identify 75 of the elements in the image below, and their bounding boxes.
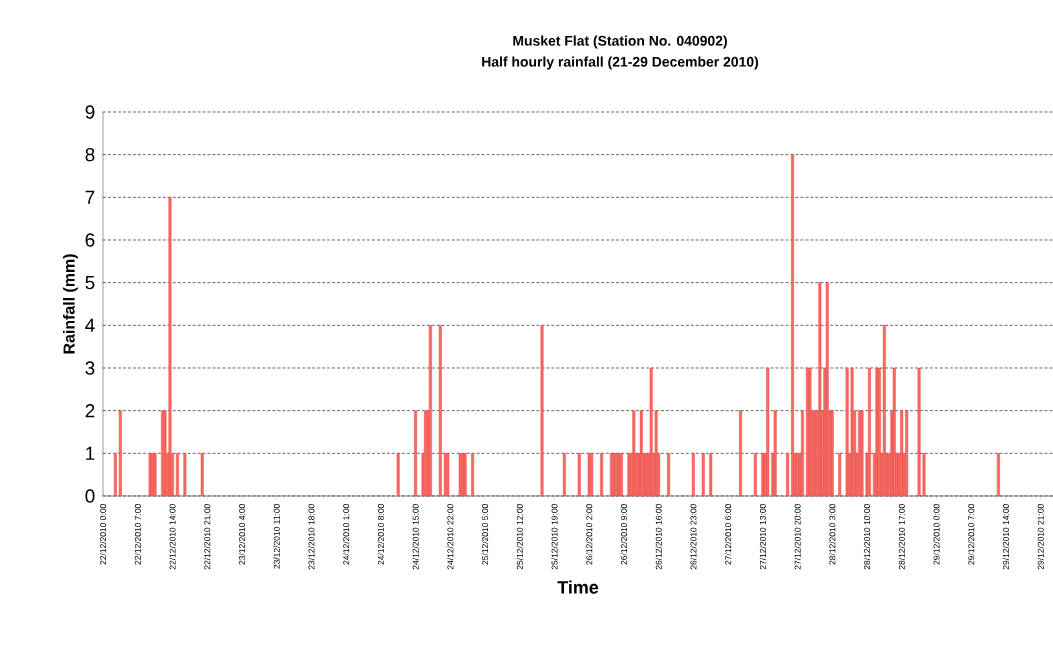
bar — [590, 453, 594, 497]
x-tick-label: 29/12/2010 14:00 — [1002, 504, 1009, 570]
y-tick-label: 2 — [85, 404, 95, 418]
bar — [587, 453, 591, 497]
bar — [175, 453, 179, 497]
bar — [709, 453, 713, 497]
x-tick-label: 29/12/2010 0:00 — [933, 504, 940, 565]
x-tick-label: 26/12/2010 2:00 — [586, 504, 593, 565]
y-axis-title: Rainfall (mm) — [63, 254, 78, 354]
bar — [825, 282, 829, 497]
bar — [183, 453, 187, 497]
x-tick-label: 26/12/2010 23:00 — [690, 504, 697, 570]
x-tick-label: 22/12/2010 7:00 — [134, 504, 141, 565]
y-tick-label: 9 — [85, 105, 95, 119]
x-tick-label: 27/12/2010 13:00 — [759, 504, 766, 570]
bar — [118, 410, 122, 497]
bar — [396, 453, 400, 497]
chart-title: Musket Flat (Station No. 040902) — [513, 35, 727, 49]
bar — [446, 453, 450, 497]
x-tick-label: 23/12/2010 11:00 — [273, 504, 280, 569]
x-tick-label: 24/12/2010 1:00 — [342, 504, 350, 565]
bar — [600, 453, 604, 497]
x-tick-label: 28/12/2010 10:00 — [863, 504, 871, 570]
y-tick-label: 1 — [86, 446, 95, 460]
x-axis-title: Time — [557, 580, 599, 594]
x-tick-label: 29/12/2010 7:00 — [968, 504, 975, 565]
y-tick-label: 7 — [85, 190, 95, 204]
bar — [766, 367, 770, 497]
x-tick-label: 26/12/2010 16:00 — [655, 504, 662, 570]
bar — [997, 453, 1000, 497]
x-tick-label: 25/12/2010 19:00 — [551, 504, 558, 570]
bar — [838, 453, 842, 497]
x-tick-label: 25/12/2010 5:00 — [481, 504, 489, 565]
y-tick-label: 4 — [85, 318, 95, 332]
x-tick-label: 24/12/2010 15:00 — [412, 504, 419, 570]
bar — [562, 453, 566, 497]
bar — [414, 410, 417, 497]
bar — [753, 453, 757, 497]
bar — [632, 410, 636, 497]
bar — [739, 410, 742, 497]
x-tick-label: 26/12/2010 9:00 — [620, 504, 628, 565]
y-tick-label: 5 — [85, 276, 95, 290]
bar — [868, 367, 871, 497]
bar — [773, 410, 777, 497]
x-tick-label: 22/12/2010 14:00 — [169, 504, 176, 570]
x-tick-label: 23/12/2010 18:00 — [308, 504, 315, 570]
bar — [892, 367, 896, 497]
bar — [577, 453, 581, 497]
bar — [818, 282, 822, 497]
bar — [639, 410, 643, 497]
x-tick-label: 24/12/2010 22:00 — [447, 504, 454, 570]
bar — [471, 453, 475, 497]
y-tick-label: 0 — [85, 489, 95, 503]
x-tick-label: 22/12/2010 21:00 — [204, 504, 211, 570]
y-tick-label: 8 — [85, 147, 95, 162]
x-tick-label: 29/12/2010 21:00 — [1037, 504, 1044, 570]
y-tick-label: 6 — [85, 233, 95, 247]
x-tick-label: 28/12/2010 17:00 — [898, 504, 905, 570]
bar — [200, 453, 204, 497]
bar — [701, 453, 705, 497]
bar — [691, 453, 695, 497]
bar — [540, 325, 544, 497]
x-tick-label: 22/12/2010 0:00 — [99, 504, 107, 565]
chart-subtitle: Half hourly rainfall (21-29 December 2010) — [482, 56, 759, 70]
x-tick-label: 27/12/2010 6:00 — [724, 504, 732, 565]
bar — [438, 325, 442, 497]
bar — [428, 325, 432, 497]
y-tick-label: 3 — [85, 361, 95, 375]
x-tick-label: 24/12/2010 8:00 — [377, 504, 384, 565]
x-tick-label: 23/12/2010 4:00 — [238, 504, 246, 565]
x-tick-label: 28/12/2010 3:00 — [829, 504, 836, 565]
x-tick-label: 25/12/2010 12:00 — [516, 504, 523, 570]
bar — [667, 453, 670, 497]
bar — [801, 410, 804, 497]
x-tick-label: 27/12/2010 20:00 — [794, 504, 801, 570]
